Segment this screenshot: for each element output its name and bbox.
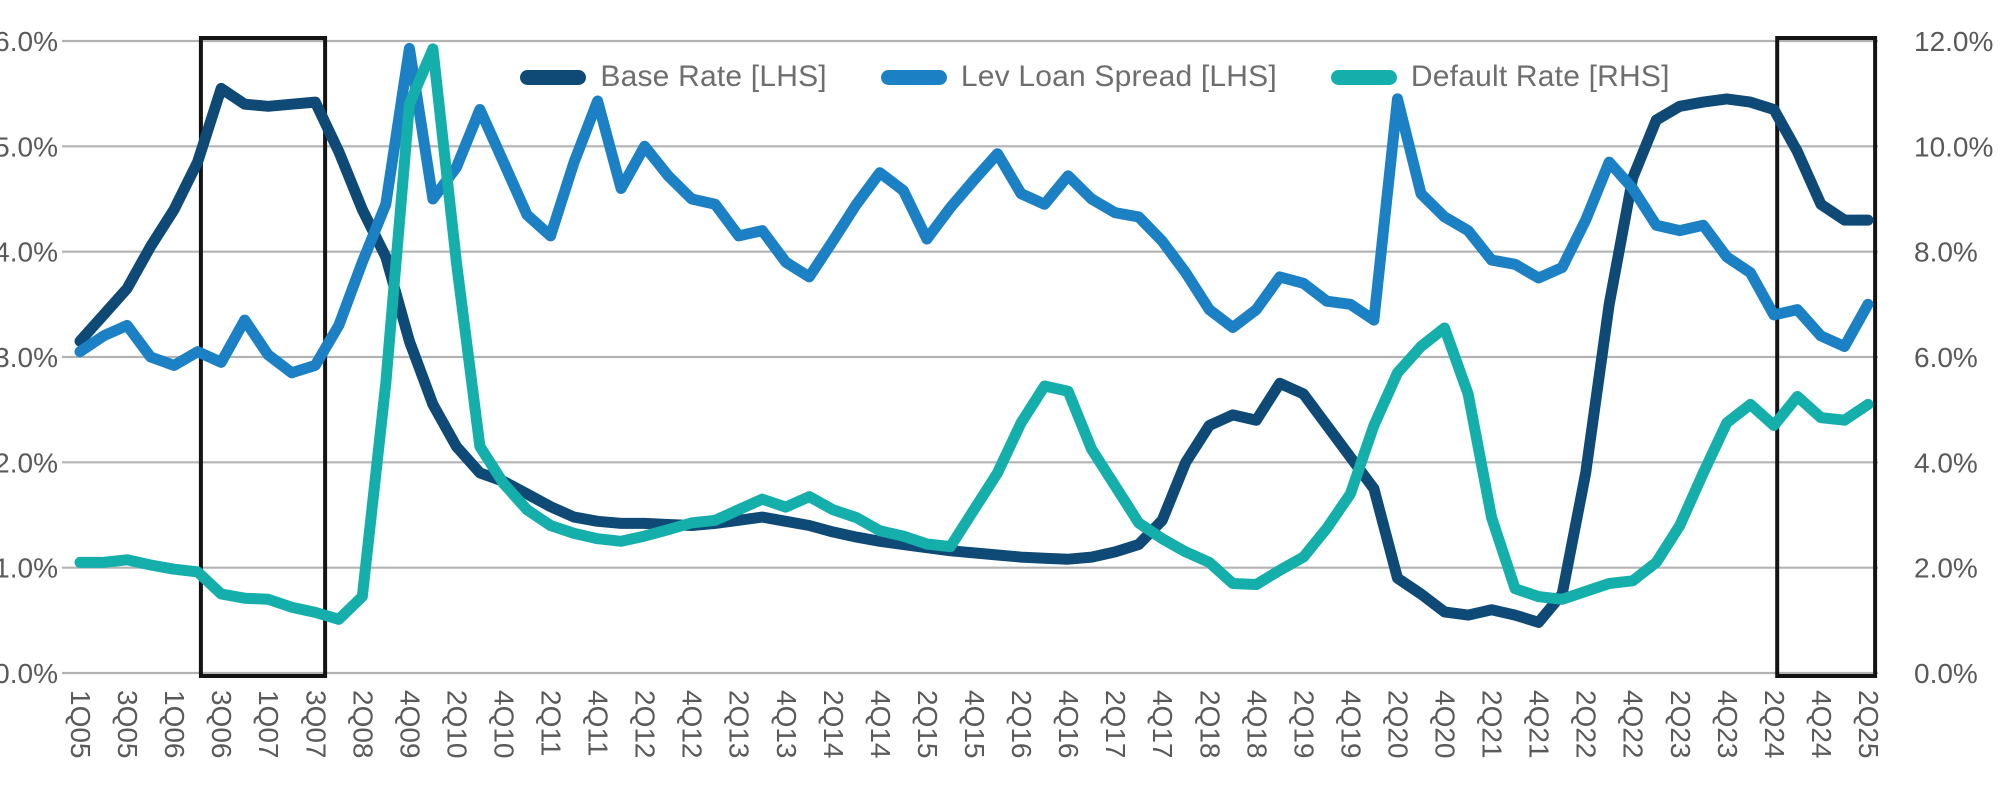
svg-text:4.0%: 4.0% bbox=[0, 237, 58, 268]
svg-text:6.0%: 6.0% bbox=[1914, 342, 1978, 373]
svg-text:4Q19: 4Q19 bbox=[1335, 690, 1366, 759]
svg-text:1.0%: 1.0% bbox=[0, 553, 58, 584]
svg-text:2Q21: 2Q21 bbox=[1477, 690, 1508, 759]
svg-text:4Q12: 4Q12 bbox=[677, 690, 708, 759]
svg-text:2Q13: 2Q13 bbox=[724, 690, 755, 759]
svg-text:4Q18: 4Q18 bbox=[1241, 690, 1272, 759]
svg-text:3Q06: 3Q06 bbox=[206, 690, 237, 759]
svg-text:5.0%: 5.0% bbox=[0, 131, 58, 162]
svg-text:2Q11: 2Q11 bbox=[536, 690, 567, 756]
svg-text:1Q06: 1Q06 bbox=[159, 690, 190, 759]
svg-text:12.0%: 12.0% bbox=[1914, 26, 1993, 57]
svg-text:2Q18: 2Q18 bbox=[1194, 690, 1225, 759]
svg-text:8.0%: 8.0% bbox=[1914, 237, 1978, 268]
svg-text:4Q23: 4Q23 bbox=[1712, 690, 1743, 759]
svg-text:4Q21: 4Q21 bbox=[1524, 690, 1555, 759]
svg-text:4Q14: 4Q14 bbox=[865, 690, 896, 759]
svg-text:2Q17: 2Q17 bbox=[1100, 690, 1131, 759]
svg-text:2.0%: 2.0% bbox=[1914, 553, 1978, 584]
svg-text:2Q10: 2Q10 bbox=[441, 690, 472, 759]
svg-text:4Q13: 4Q13 bbox=[771, 690, 802, 759]
svg-text:2Q20: 2Q20 bbox=[1383, 690, 1414, 759]
svg-text:2Q19: 2Q19 bbox=[1288, 690, 1319, 759]
svg-text:2Q16: 2Q16 bbox=[1006, 690, 1037, 759]
svg-text:2Q08: 2Q08 bbox=[347, 690, 378, 759]
svg-text:6.0%: 6.0% bbox=[0, 26, 58, 57]
svg-text:4Q15: 4Q15 bbox=[959, 690, 990, 759]
svg-text:4Q20: 4Q20 bbox=[1430, 690, 1461, 759]
svg-text:1Q07: 1Q07 bbox=[253, 690, 284, 759]
svg-text:2Q14: 2Q14 bbox=[818, 690, 849, 759]
svg-text:2.0%: 2.0% bbox=[0, 447, 58, 478]
svg-text:4Q24: 4Q24 bbox=[1806, 690, 1837, 759]
svg-text:10.0%: 10.0% bbox=[1914, 131, 1993, 162]
svg-text:2Q25: 2Q25 bbox=[1853, 690, 1884, 759]
svg-text:4.0%: 4.0% bbox=[1914, 447, 1978, 478]
svg-text:4Q10: 4Q10 bbox=[489, 690, 520, 759]
svg-text:2Q12: 2Q12 bbox=[630, 690, 661, 759]
svg-text:0.0%: 0.0% bbox=[1914, 658, 1978, 689]
svg-text:2Q23: 2Q23 bbox=[1665, 690, 1696, 759]
svg-text:4Q16: 4Q16 bbox=[1053, 690, 1084, 759]
svg-text:4Q11: 4Q11 bbox=[583, 690, 614, 756]
svg-text:1Q05: 1Q05 bbox=[65, 690, 96, 759]
svg-text:2Q15: 2Q15 bbox=[912, 690, 943, 759]
svg-text:4Q17: 4Q17 bbox=[1147, 690, 1178, 759]
svg-text:0.0%: 0.0% bbox=[0, 658, 58, 689]
svg-text:3Q07: 3Q07 bbox=[300, 690, 331, 759]
svg-text:4Q22: 4Q22 bbox=[1618, 690, 1649, 759]
svg-text:2Q24: 2Q24 bbox=[1759, 690, 1790, 759]
svg-text:3Q05: 3Q05 bbox=[112, 690, 143, 759]
svg-text:2Q22: 2Q22 bbox=[1571, 690, 1602, 759]
svg-text:4Q09: 4Q09 bbox=[394, 690, 425, 759]
svg-text:3.0%: 3.0% bbox=[0, 342, 58, 373]
